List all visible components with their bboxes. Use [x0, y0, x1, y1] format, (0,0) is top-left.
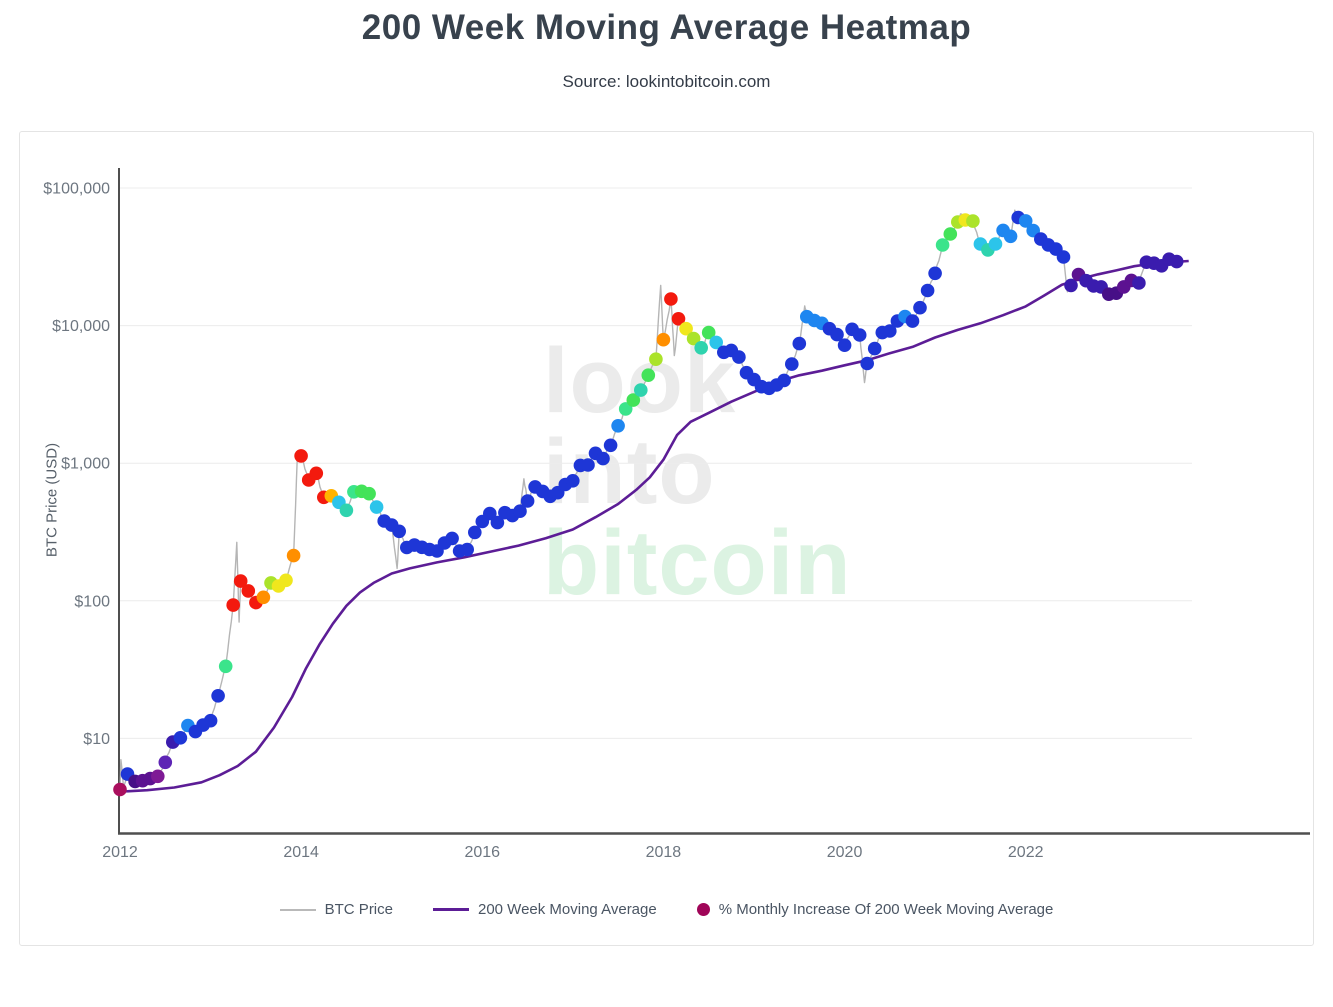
y-tick-label: $10,000: [52, 318, 110, 335]
y-tick-label: $100,000: [43, 181, 110, 198]
heatmap-dot[interactable]: [928, 266, 942, 281]
heatmap-dot[interactable]: [173, 731, 188, 745]
chart-card: [19, 131, 1314, 946]
heatmap-dot[interactable]: [777, 373, 791, 388]
heatmap-dot[interactable]: [226, 598, 240, 612]
page-subtitle: Source: lookintobitcoin.com: [562, 72, 771, 91]
heatmap-dot[interactable]: [203, 713, 218, 728]
monthly-increase-dot-swatch: [696, 903, 710, 916]
heatmap-dot[interactable]: [468, 525, 482, 540]
heatmap-dot[interactable]: [1169, 254, 1184, 269]
heatmap-dot[interactable]: [369, 500, 384, 514]
heatmap-dot[interactable]: [626, 393, 641, 407]
heatmap-dot[interactable]: [460, 542, 475, 557]
wma-line[interactable]: [119, 259, 1189, 793]
heatmap-dot[interactable]: [792, 336, 807, 351]
heatmap-dot[interactable]: [867, 341, 882, 356]
y-axis-title: BTC Price (USD): [43, 442, 61, 558]
heatmap-dot[interactable]: [392, 524, 407, 539]
heatmap-dot[interactable]: [596, 451, 610, 466]
heatmap-dot[interactable]: [490, 515, 505, 530]
legend-item-btc-price[interactable]: BTC Price: [279, 901, 393, 918]
heatmap-dot[interactable]: [641, 368, 656, 383]
heatmap-dot[interactable]: [581, 458, 595, 472]
heatmap-dot[interactable]: [233, 574, 248, 588]
heatmap-dot[interactable]: [1056, 250, 1071, 264]
heatmap-dot[interactable]: [671, 312, 686, 326]
x-tick-label: 2014: [283, 844, 319, 861]
heatmap-dot[interactable]: [286, 548, 301, 563]
y-tick-label: $1,000: [61, 456, 110, 473]
heatmap-dot[interactable]: [151, 769, 165, 784]
heatmap-dot[interactable]: [294, 449, 308, 463]
page-title: 200 Week Moving Average Heatmap: [361, 8, 972, 47]
heatmap-dot[interactable]: [1018, 214, 1033, 228]
heatmap-dot[interactable]: [943, 227, 958, 241]
heatmap-dot[interactable]: [785, 357, 799, 371]
heatmap-dot[interactable]: [686, 331, 701, 346]
heatmap-dot[interactable]: [905, 314, 920, 328]
x-tick-label: 2018: [646, 844, 682, 861]
heatmap-dot[interactable]: [988, 237, 1003, 251]
heatmap-dot[interactable]: [339, 503, 354, 518]
heatmap-dot[interactable]: [966, 214, 980, 228]
btc-price-line-swatch: [279, 908, 316, 911]
heatmap-dot[interactable]: [913, 300, 927, 315]
heatmap-dot[interactable]: [634, 383, 648, 397]
x-tick-label: 2022: [1008, 844, 1044, 861]
heatmap-dot[interactable]: [920, 283, 935, 298]
x-tick-label: 2016: [464, 844, 500, 861]
y-tick-label: $100: [74, 593, 110, 610]
legend-item-200wma[interactable]: 200 Week Moving Average: [432, 901, 657, 918]
heatmap-dot[interactable]: [1064, 278, 1078, 293]
legend: BTC Price 200 Week Moving Average % Mont…: [0, 901, 1333, 918]
heatmap-dot[interactable]: [113, 782, 127, 797]
legend-label: BTC Price: [324, 901, 393, 918]
heatmap-dot[interactable]: [935, 238, 950, 252]
heatmap-dot[interactable]: [664, 292, 678, 306]
heatmap-dot[interactable]: [158, 755, 173, 770]
heatmap-dot[interactable]: [279, 573, 293, 588]
heatmap-dot[interactable]: [256, 590, 271, 605]
heatmap-dot[interactable]: [694, 341, 708, 355]
heatmap-dot[interactable]: [445, 531, 459, 546]
heatmap-dot[interactable]: [883, 324, 897, 338]
heatmap-dot[interactable]: [830, 327, 844, 342]
heatmap-dot[interactable]: [860, 356, 874, 371]
heatmap-dot[interactable]: [679, 321, 693, 336]
heatmap-dot[interactable]: [218, 659, 233, 674]
heatmap-dot[interactable]: [701, 325, 716, 340]
legend-label: 200 Week Moving Average: [477, 901, 657, 918]
heatmap-dot[interactable]: [483, 506, 497, 521]
x-tick-label: 2020: [827, 844, 863, 861]
wma-line-swatch: [432, 908, 469, 911]
heatmap-dot[interactable]: [520, 494, 535, 508]
heatmap-dot[interactable]: [1003, 229, 1018, 244]
heatmap-dot[interactable]: [618, 402, 633, 416]
x-tick-label: 2012: [102, 844, 138, 861]
legend-label: % Monthly Increase Of 200 Week Moving Av…: [718, 901, 1054, 918]
heatmap-dot[interactable]: [709, 335, 723, 350]
heatmap-dot[interactable]: [649, 352, 663, 367]
heatmap-dot[interactable]: [852, 328, 867, 342]
btc-price-line[interactable]: [119, 209, 1182, 790]
heatmap-dot[interactable]: [566, 474, 580, 488]
heatmap-dot[interactable]: [241, 584, 256, 598]
heatmap-dot[interactable]: [211, 689, 225, 703]
heatmap-dot[interactable]: [603, 438, 618, 453]
heatmap-dot[interactable]: [513, 504, 527, 518]
y-tick-label: $10: [83, 731, 110, 748]
heatmap-dot[interactable]: [656, 332, 671, 347]
heatmap-dot[interactable]: [362, 486, 376, 501]
heatmap-dot[interactable]: [611, 419, 625, 433]
heatmap-dot[interactable]: [732, 350, 746, 364]
heatmap-dot[interactable]: [837, 338, 852, 353]
legend-item-monthly-increase[interactable]: % Monthly Increase Of 200 Week Moving Av…: [696, 901, 1054, 918]
heatmap-dot[interactable]: [1132, 276, 1146, 290]
heatmap-dot[interactable]: [309, 466, 324, 481]
